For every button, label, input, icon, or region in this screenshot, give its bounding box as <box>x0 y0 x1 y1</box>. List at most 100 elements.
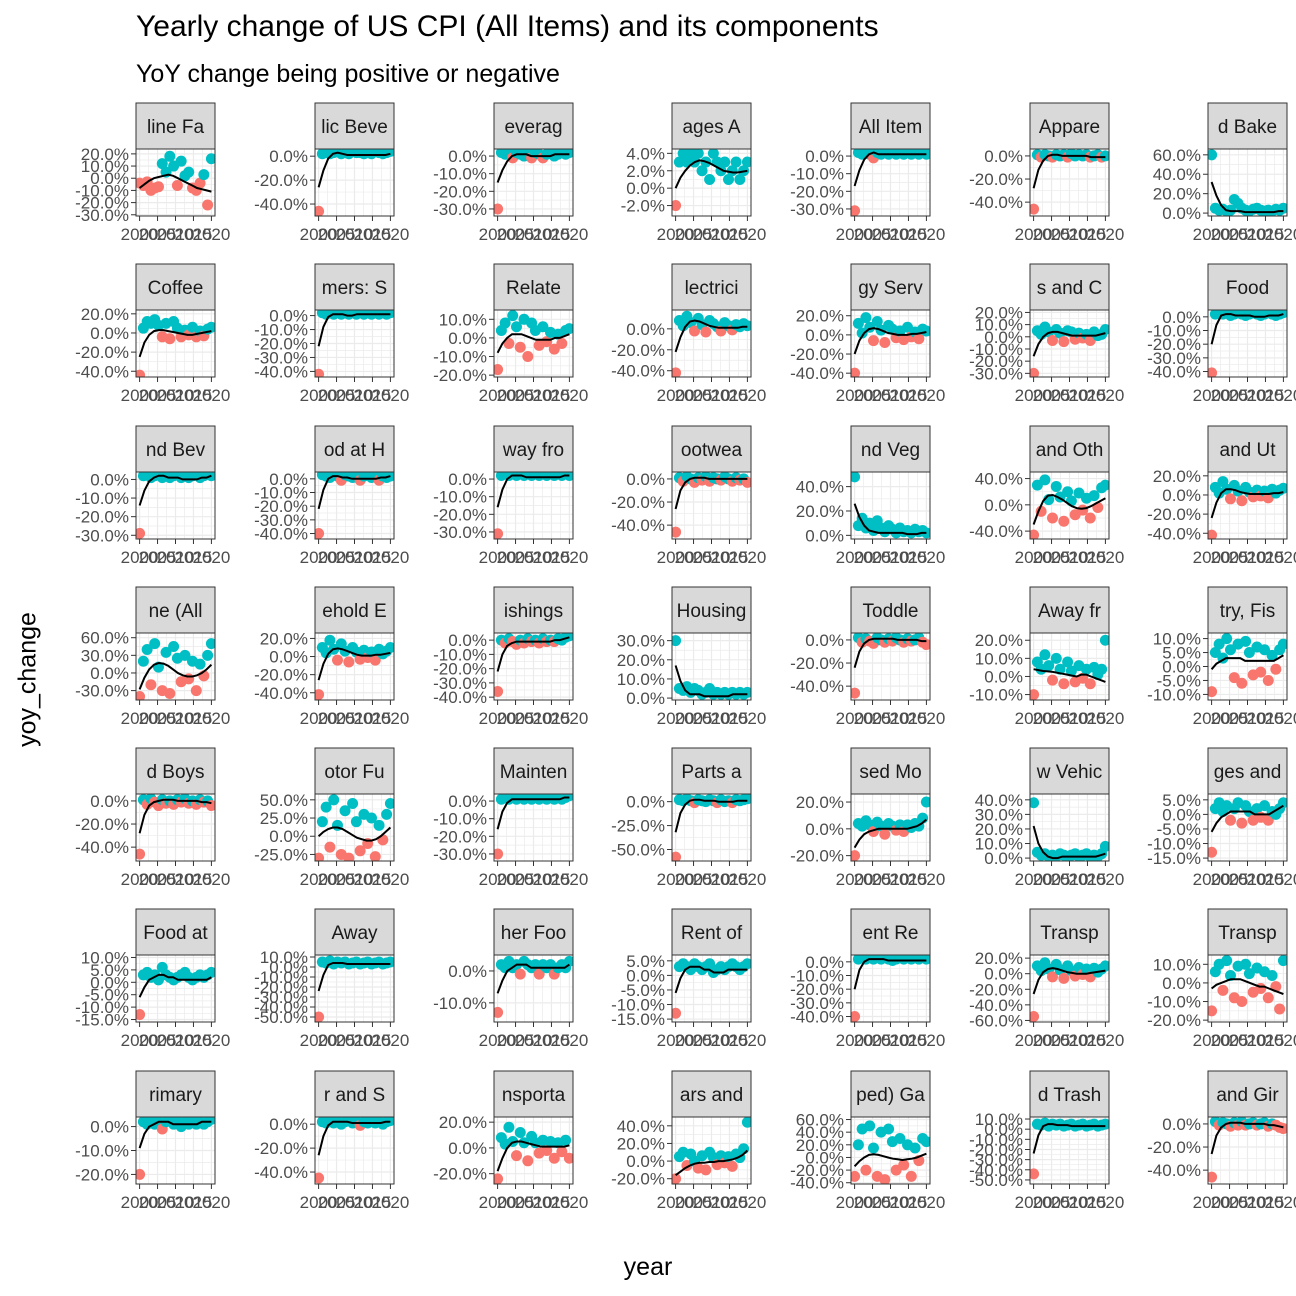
facet-panel: mers: S0.0%-10.0%-20.0%-30.0%-40.0%20002… <box>254 263 409 405</box>
data-point <box>381 808 393 820</box>
x-tick-label: 2010 <box>515 870 553 889</box>
smooth-line <box>317 1120 391 1156</box>
data-point <box>384 797 394 809</box>
y-tick-label: -20.0% <box>75 194 129 213</box>
x-tick-label: 2010 <box>1229 1193 1267 1212</box>
x-tick-label: 2000 <box>836 870 874 889</box>
smooth-line <box>496 963 570 994</box>
facet-strip-label: mers: S <box>322 278 387 299</box>
data-point <box>1270 663 1282 675</box>
data-point <box>1262 674 1274 686</box>
facet-panel: d Boys 0.0% -20.0% -40.0% 200020052010201520… <box>75 747 230 889</box>
x-tick-label: 2020 <box>371 386 409 405</box>
smooth-line <box>138 798 212 834</box>
x-tick-label: 2005 <box>1211 386 1249 405</box>
y-tick-label: 0.0% <box>626 470 665 489</box>
data-point <box>741 1117 751 1128</box>
facet-panel: otor Fu 50.0%25.0%0.0%-25.0% 2000200520102… <box>254 747 409 889</box>
facet-strip <box>135 747 216 795</box>
x-tick-label: 2010 <box>515 225 553 244</box>
smooth-line <box>1033 668 1106 683</box>
x-tick-label: 2015 <box>533 870 571 889</box>
facet-strip <box>493 908 574 956</box>
data-point <box>1058 972 1070 984</box>
x-tick-label: 2020 <box>371 709 409 728</box>
data-point <box>1208 149 1218 161</box>
x-tick-label: 2005 <box>1033 870 1071 889</box>
data-point <box>1221 955 1233 967</box>
y-tick-label: 60.0% <box>796 1111 844 1130</box>
y-tick-label: -40.0% <box>254 684 308 703</box>
y-tick-label: -40.0% <box>969 1161 1023 1180</box>
x-tick-label: 2010 <box>872 870 910 889</box>
x-tick-label: 2005 <box>497 386 535 405</box>
data-point <box>373 819 385 831</box>
x-tick-label: 2015 <box>711 709 749 728</box>
x-tick-label: 2015 <box>1069 1193 1107 1212</box>
facet-panel: Food at10.0%5.0%0.0%-5.0%-10.0%-15.0%200… <box>75 908 230 1050</box>
facet-strip-label: d Trash <box>1038 1085 1101 1106</box>
x-tick-label: 2005 <box>497 1193 535 1212</box>
x-tick-label: 2005 <box>1033 386 1071 405</box>
x-tick-label: 2010 <box>1051 1193 1089 1212</box>
y-tick-label: 0.0% <box>1162 974 1201 993</box>
data-point <box>1065 665 1077 677</box>
data-point <box>503 1121 515 1133</box>
x-tick-label: 2015 <box>354 1031 392 1050</box>
x-tick-label: 2005 <box>318 1193 356 1212</box>
x-tick-label: 2005 <box>1211 1193 1249 1212</box>
x-tick-label: 2015 <box>354 1193 392 1212</box>
x-tick-label: 2010 <box>336 225 374 244</box>
smooth-line <box>1210 181 1284 214</box>
y-tick-label: 20.0% <box>617 1134 665 1153</box>
y-tick-label: -10.0% <box>75 1142 129 1161</box>
facet-strip-label: and Oth <box>1036 440 1104 461</box>
y-tick-label: 5.0% <box>626 952 665 971</box>
x-tick-label: 2010 <box>1051 709 1089 728</box>
x-tick-label: 2005 <box>497 870 535 889</box>
data-point <box>494 203 504 215</box>
y-tick-label: -40.0% <box>790 1008 844 1027</box>
facet-panel: r and S 0.0% -20.0% -40.0% 20002005201020152… <box>254 1070 409 1212</box>
y-tick-label: -10.0% <box>254 968 308 987</box>
x-tick-label: 2000 <box>300 548 338 567</box>
x-tick-label: 2005 <box>675 709 713 728</box>
y-tick-label: -30.0% <box>790 200 844 219</box>
smooth-line <box>1032 493 1106 525</box>
x-tick-label: 2015 <box>533 548 571 567</box>
x-tick-label: 2015 <box>711 548 749 567</box>
data-point <box>1266 649 1278 661</box>
x-tick-label: 2005 <box>139 709 177 728</box>
facet-strip <box>314 425 395 473</box>
data-point <box>514 341 526 353</box>
x-tick-label: 2015 <box>890 386 928 405</box>
y-tick-label: -5.0% <box>1157 671 1201 690</box>
x-tick-label: 2020 <box>550 709 588 728</box>
y-tick-label: -40.0% <box>1147 524 1201 543</box>
data-point <box>171 180 183 192</box>
x-tick-label: 2005 <box>675 1193 713 1212</box>
y-tick-label: 50.0% <box>260 791 308 810</box>
facet-panel: line Fa20.0%10.0%0.0%-10.0%-20.0%-30.0%2… <box>75 102 230 244</box>
data-point <box>324 841 336 853</box>
x-tick-label: 2015 <box>1069 225 1107 244</box>
x-tick-label: 2020 <box>1086 870 1124 889</box>
x-tick-label: 2000 <box>836 709 874 728</box>
smooth-line <box>496 153 570 183</box>
data-point <box>168 641 180 653</box>
x-tick-label: 2020 <box>550 225 588 244</box>
facet-strip-label: Food <box>1226 278 1269 299</box>
data-point <box>1030 1011 1040 1022</box>
data-point <box>522 1155 534 1167</box>
smooth-line <box>674 319 748 353</box>
data-point <box>851 367 861 377</box>
data-point <box>514 968 526 980</box>
facet-panel: lectrici 0.0% -20.0% -40.0% 2000200520102015… <box>611 263 766 405</box>
x-tick-label: 2020 <box>907 225 945 244</box>
y-tick-label: -20.0% <box>254 497 308 516</box>
x-tick-label: 2000 <box>1193 548 1231 567</box>
x-tick-label: 2005 <box>318 870 356 889</box>
data-point <box>673 156 685 168</box>
y-tick-label: -40.0% <box>1147 363 1201 382</box>
